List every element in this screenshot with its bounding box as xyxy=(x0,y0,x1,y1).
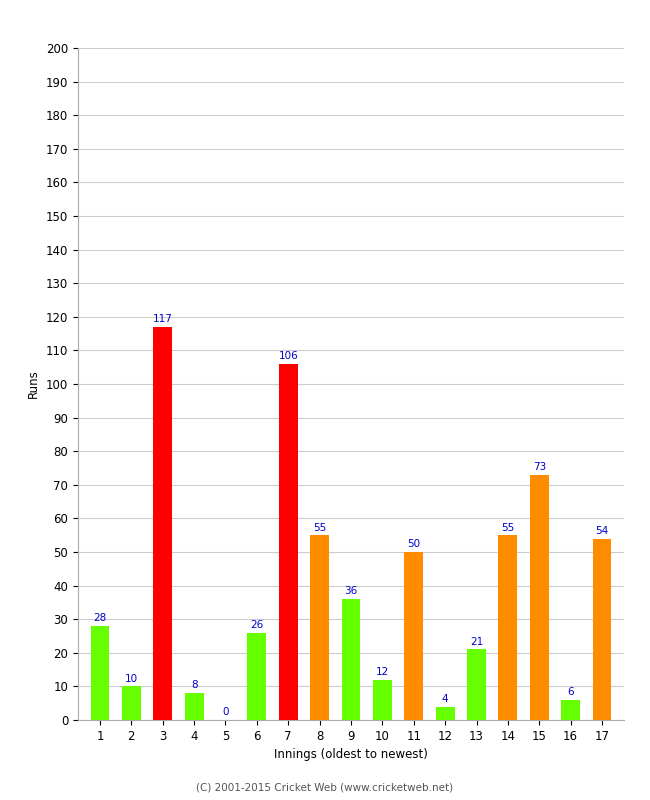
Text: 55: 55 xyxy=(313,522,326,533)
Text: 106: 106 xyxy=(278,351,298,361)
Text: 12: 12 xyxy=(376,667,389,677)
Bar xyxy=(185,693,203,720)
Text: 117: 117 xyxy=(153,314,173,324)
Text: 54: 54 xyxy=(595,526,608,536)
Bar xyxy=(153,327,172,720)
Text: 8: 8 xyxy=(191,681,198,690)
Text: 6: 6 xyxy=(567,687,574,697)
Text: 0: 0 xyxy=(222,707,229,718)
Bar xyxy=(122,686,141,720)
Bar xyxy=(499,535,517,720)
Text: 28: 28 xyxy=(94,614,107,623)
Bar xyxy=(436,706,454,720)
Y-axis label: Runs: Runs xyxy=(27,370,40,398)
Bar xyxy=(530,474,549,720)
Bar xyxy=(310,535,329,720)
Text: 10: 10 xyxy=(125,674,138,684)
Text: 36: 36 xyxy=(344,586,358,596)
Bar xyxy=(90,626,109,720)
Bar xyxy=(561,700,580,720)
Text: 55: 55 xyxy=(501,522,515,533)
Text: (C) 2001-2015 Cricket Web (www.cricketweb.net): (C) 2001-2015 Cricket Web (www.cricketwe… xyxy=(196,782,454,792)
Bar xyxy=(279,364,298,720)
Text: 73: 73 xyxy=(532,462,546,472)
Bar xyxy=(342,599,360,720)
Text: 21: 21 xyxy=(470,637,483,646)
Bar xyxy=(467,650,486,720)
Bar xyxy=(404,552,423,720)
Text: 50: 50 xyxy=(407,539,421,550)
Text: 4: 4 xyxy=(442,694,448,704)
Bar xyxy=(373,680,392,720)
X-axis label: Innings (oldest to newest): Innings (oldest to newest) xyxy=(274,748,428,762)
Bar xyxy=(248,633,266,720)
Bar xyxy=(593,538,612,720)
Text: 26: 26 xyxy=(250,620,263,630)
